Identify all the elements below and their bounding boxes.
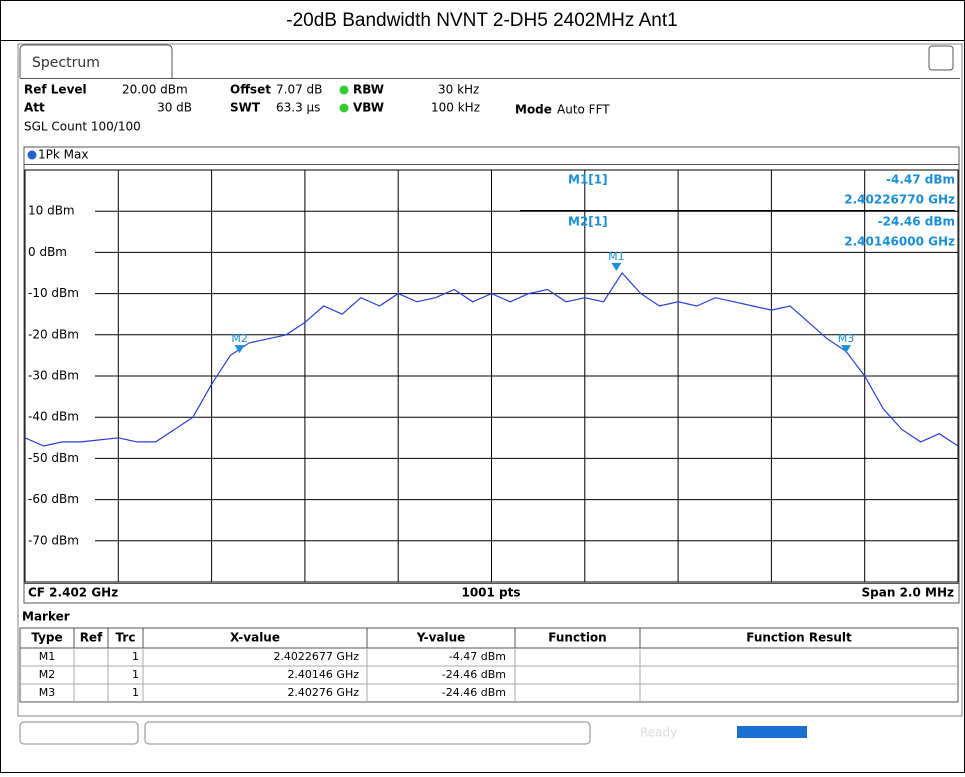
label: VBW bbox=[353, 101, 384, 115]
table-frame bbox=[19, 627, 959, 703]
value: 20.00 dBm bbox=[122, 83, 188, 97]
marker bbox=[841, 345, 852, 354]
y-tick-label: -70 dBm bbox=[28, 533, 79, 547]
y-tick-label: -60 dBm bbox=[28, 492, 79, 506]
count: SGL Count 100/100 bbox=[24, 120, 141, 134]
marker bbox=[611, 262, 622, 271]
label: SWT bbox=[230, 101, 261, 115]
value: 30 kHz bbox=[438, 83, 479, 97]
cell: -24.46 dBm bbox=[442, 668, 506, 681]
readout-y: -4.47 dBm bbox=[886, 173, 955, 187]
cell: M1 bbox=[39, 650, 56, 663]
marker-label: M1 bbox=[608, 250, 625, 263]
marker bbox=[234, 345, 245, 354]
status-box bbox=[144, 721, 591, 745]
column-header: Type bbox=[31, 631, 62, 645]
y-tick-label: -10 dBm bbox=[28, 286, 79, 300]
marker-label: M2 bbox=[231, 332, 248, 345]
trace bbox=[24, 272, 959, 447]
y-tick-label: 0 dBm bbox=[28, 245, 67, 259]
points-label: 1001 pts bbox=[461, 586, 520, 600]
status-dot bbox=[339, 103, 349, 113]
status-dot bbox=[339, 85, 349, 95]
y-tick-label: -20 dBm bbox=[28, 327, 79, 341]
column-header: Ref bbox=[80, 631, 103, 645]
column-header: Y-value bbox=[416, 631, 466, 645]
center-label: CF 2.402 GHz bbox=[28, 586, 118, 600]
value: 30 dB bbox=[157, 101, 192, 115]
column-header: Function Result bbox=[746, 631, 852, 645]
y-tick-label: -30 dBm bbox=[28, 369, 79, 383]
marker-label: M3 bbox=[838, 332, 855, 345]
value: 63.3 µs bbox=[276, 101, 320, 115]
cell: 2.4022677 GHz bbox=[273, 650, 359, 663]
readout-x: 2.40146000 GHz bbox=[844, 235, 955, 249]
y-tick-label: -50 dBm bbox=[28, 451, 79, 465]
column-header: Function bbox=[548, 631, 606, 645]
label: Offset bbox=[230, 83, 271, 97]
cell: M3 bbox=[39, 686, 56, 699]
value: 7.07 dB bbox=[276, 83, 322, 97]
value: Auto FFT bbox=[557, 103, 610, 117]
label: Att bbox=[24, 101, 45, 115]
cell: 1 bbox=[132, 668, 139, 681]
column-header: X-value bbox=[230, 631, 280, 645]
y-tick-label: 10 dBm bbox=[28, 204, 75, 218]
value: 100 kHz bbox=[431, 101, 480, 115]
trace-dot bbox=[27, 150, 37, 160]
trace-name: 1Pk Max bbox=[38, 148, 88, 162]
label: Mode bbox=[515, 103, 552, 117]
label: RBW bbox=[353, 83, 384, 97]
cell: -4.47 dBm bbox=[449, 650, 506, 663]
status-box bbox=[19, 721, 139, 745]
readout-name: M1[1] bbox=[568, 173, 608, 187]
tab-label: Spectrum bbox=[32, 55, 100, 71]
cell: M2 bbox=[39, 668, 56, 681]
cell: -24.46 dBm bbox=[442, 686, 506, 699]
cell: 1 bbox=[132, 650, 139, 663]
menu-icon[interactable] bbox=[928, 45, 954, 71]
cell: 1 bbox=[132, 686, 139, 699]
span-label: Span 2.0 MHz bbox=[862, 586, 954, 600]
readout-name: M2[1] bbox=[568, 215, 608, 229]
y-tick-label: -40 dBm bbox=[28, 410, 79, 424]
page-title: -20dB Bandwidth NVNT 2-DH5 2402MHz Ant1 bbox=[286, 10, 677, 31]
table-title: Marker bbox=[22, 610, 70, 624]
column-header: Trc bbox=[116, 631, 136, 645]
progress bbox=[737, 726, 807, 738]
label: Ref Level bbox=[24, 83, 87, 97]
readout-y: -24.46 dBm bbox=[878, 215, 955, 229]
status: Ready bbox=[640, 726, 677, 740]
readout-x: 2.40226770 GHz bbox=[844, 193, 955, 207]
tab[interactable] bbox=[19, 44, 173, 78]
cell: 2.40146 GHz bbox=[287, 668, 359, 681]
cell: 2.40276 GHz bbox=[287, 686, 359, 699]
